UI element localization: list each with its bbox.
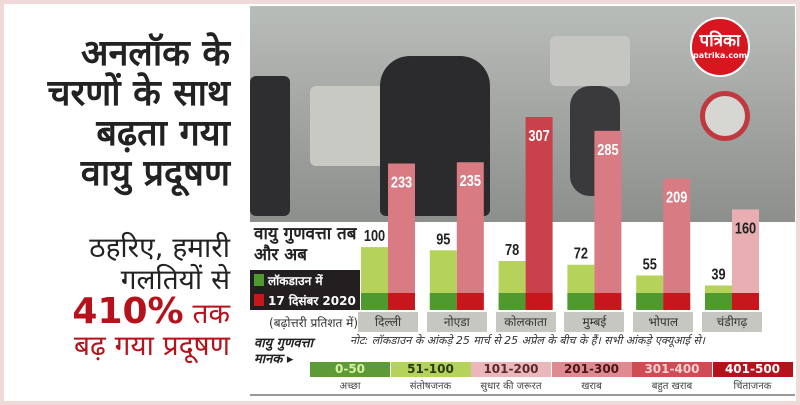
legend-label: 17 दिसंबर 2020 xyxy=(268,293,356,308)
bar-base xyxy=(361,293,388,310)
data-label: 307 xyxy=(528,128,549,146)
headline-line: वायु प्रदूषण xyxy=(80,153,230,194)
car-shape xyxy=(550,36,630,86)
highlight-percent: 410% xyxy=(72,291,184,332)
data-label: 78 xyxy=(505,242,519,260)
aqi-category: अच्छा xyxy=(339,381,361,392)
subhead-line: बढ़ गया प्रदूषण xyxy=(73,329,230,362)
bar xyxy=(388,163,415,310)
aqi-range: 401-500 xyxy=(712,362,793,377)
aqi-range: 51-100 xyxy=(390,362,471,377)
aqi-category: सुधार की जरूरत xyxy=(480,381,542,392)
bar xyxy=(456,162,484,310)
bar-base xyxy=(429,293,457,310)
category-label: कोलकाता xyxy=(495,312,556,332)
subhead-line: ठहरिए, हमारी xyxy=(89,231,230,264)
category-label: दिल्ली xyxy=(358,312,418,332)
x-axis-label: (बढ़ोत्तरी प्रतिशत में) xyxy=(269,316,358,330)
bar xyxy=(525,117,553,310)
bar-base xyxy=(388,293,415,310)
data-label: 95 xyxy=(436,231,450,249)
legend: लॉकडाउन में 17 दिसंबर 2020 xyxy=(250,270,360,310)
category-label: नोएडा xyxy=(426,312,487,332)
category-label: चंडीगढ़ xyxy=(702,312,762,332)
bar-base xyxy=(525,293,553,310)
legend-label: लॉकडाउन में xyxy=(268,273,323,288)
subhead-line: 410% तक xyxy=(72,294,230,330)
subhead-text: तक xyxy=(183,297,230,330)
headline-line: चरणों के साथ xyxy=(47,73,230,114)
chart-title: वायु गुणवत्ता तब और अब xyxy=(254,224,357,265)
headline-panel: अनलॉक के चरणों के साथ बढ़ता गया वायु प्र… xyxy=(4,4,248,401)
standard-title-line: वायु गुणवत्ता xyxy=(254,336,313,351)
standard-title-line: मानक ▸ xyxy=(254,352,294,367)
bar-base xyxy=(663,293,691,310)
data-label: 233 xyxy=(391,174,412,192)
bar-base xyxy=(567,293,595,310)
aqi-category: खराब xyxy=(581,381,602,392)
data-label: 160 xyxy=(735,220,756,238)
category-label: भोपाल xyxy=(633,312,694,332)
category-label: मुम्बई xyxy=(564,312,625,332)
no-entry-sign xyxy=(700,91,750,141)
legend-item: लॉकडाउन में xyxy=(250,270,360,290)
subhead-line: गलतियों से xyxy=(120,263,230,296)
legend-swatch xyxy=(254,274,264,286)
bar-base xyxy=(705,293,732,310)
standard-title: वायु गुणवत्ता मानक ▸ xyxy=(254,336,313,368)
aqi-range: 201-300 xyxy=(551,362,632,377)
bar-base xyxy=(498,293,526,310)
bar xyxy=(663,178,691,310)
subhead: ठहरिए, हमारी गलतियों से 410% तक बढ़ गया … xyxy=(72,232,230,362)
data-label: 209 xyxy=(666,189,687,207)
data-label: 100 xyxy=(364,228,385,246)
aqi-category: बहुत खराब xyxy=(651,381,693,392)
headline: अनलॉक के चरणों के साथ बढ़ता गया वायु प्र… xyxy=(48,34,230,194)
aqi-range: 0-50 xyxy=(310,362,390,377)
aqi-range: 301-400 xyxy=(632,362,712,377)
data-label: 235 xyxy=(460,173,481,191)
headline-line: बढ़ता गया xyxy=(96,113,230,154)
bar xyxy=(594,130,622,310)
headline-line: अनलॉक के xyxy=(80,33,230,74)
aqi-category: संतोषजनक xyxy=(409,381,452,392)
bar-base xyxy=(456,293,484,310)
bar-base xyxy=(636,293,664,310)
data-label: 72 xyxy=(574,245,588,263)
note: नोट: लॉकडाउन के आंकड़े 25 मार्च से 25 अप… xyxy=(350,334,705,347)
bar-base xyxy=(732,293,759,310)
aqi-range: 101-200 xyxy=(471,362,551,377)
legend-swatch xyxy=(254,294,264,306)
logo-name: पत्रिका xyxy=(699,31,741,51)
bar-base xyxy=(594,293,622,310)
legend-item: 17 दिसंबर 2020 xyxy=(250,290,360,310)
data-label: 285 xyxy=(597,142,618,160)
divider xyxy=(250,394,795,396)
rider-shape xyxy=(250,76,290,216)
patrika-logo: पत्रिका patrika.com xyxy=(690,17,750,77)
logo-url: patrika.com xyxy=(693,51,747,60)
data-label: 39 xyxy=(711,266,725,284)
aqi-category: चिंताजनक xyxy=(733,381,772,392)
data-label: 55 xyxy=(643,256,657,274)
